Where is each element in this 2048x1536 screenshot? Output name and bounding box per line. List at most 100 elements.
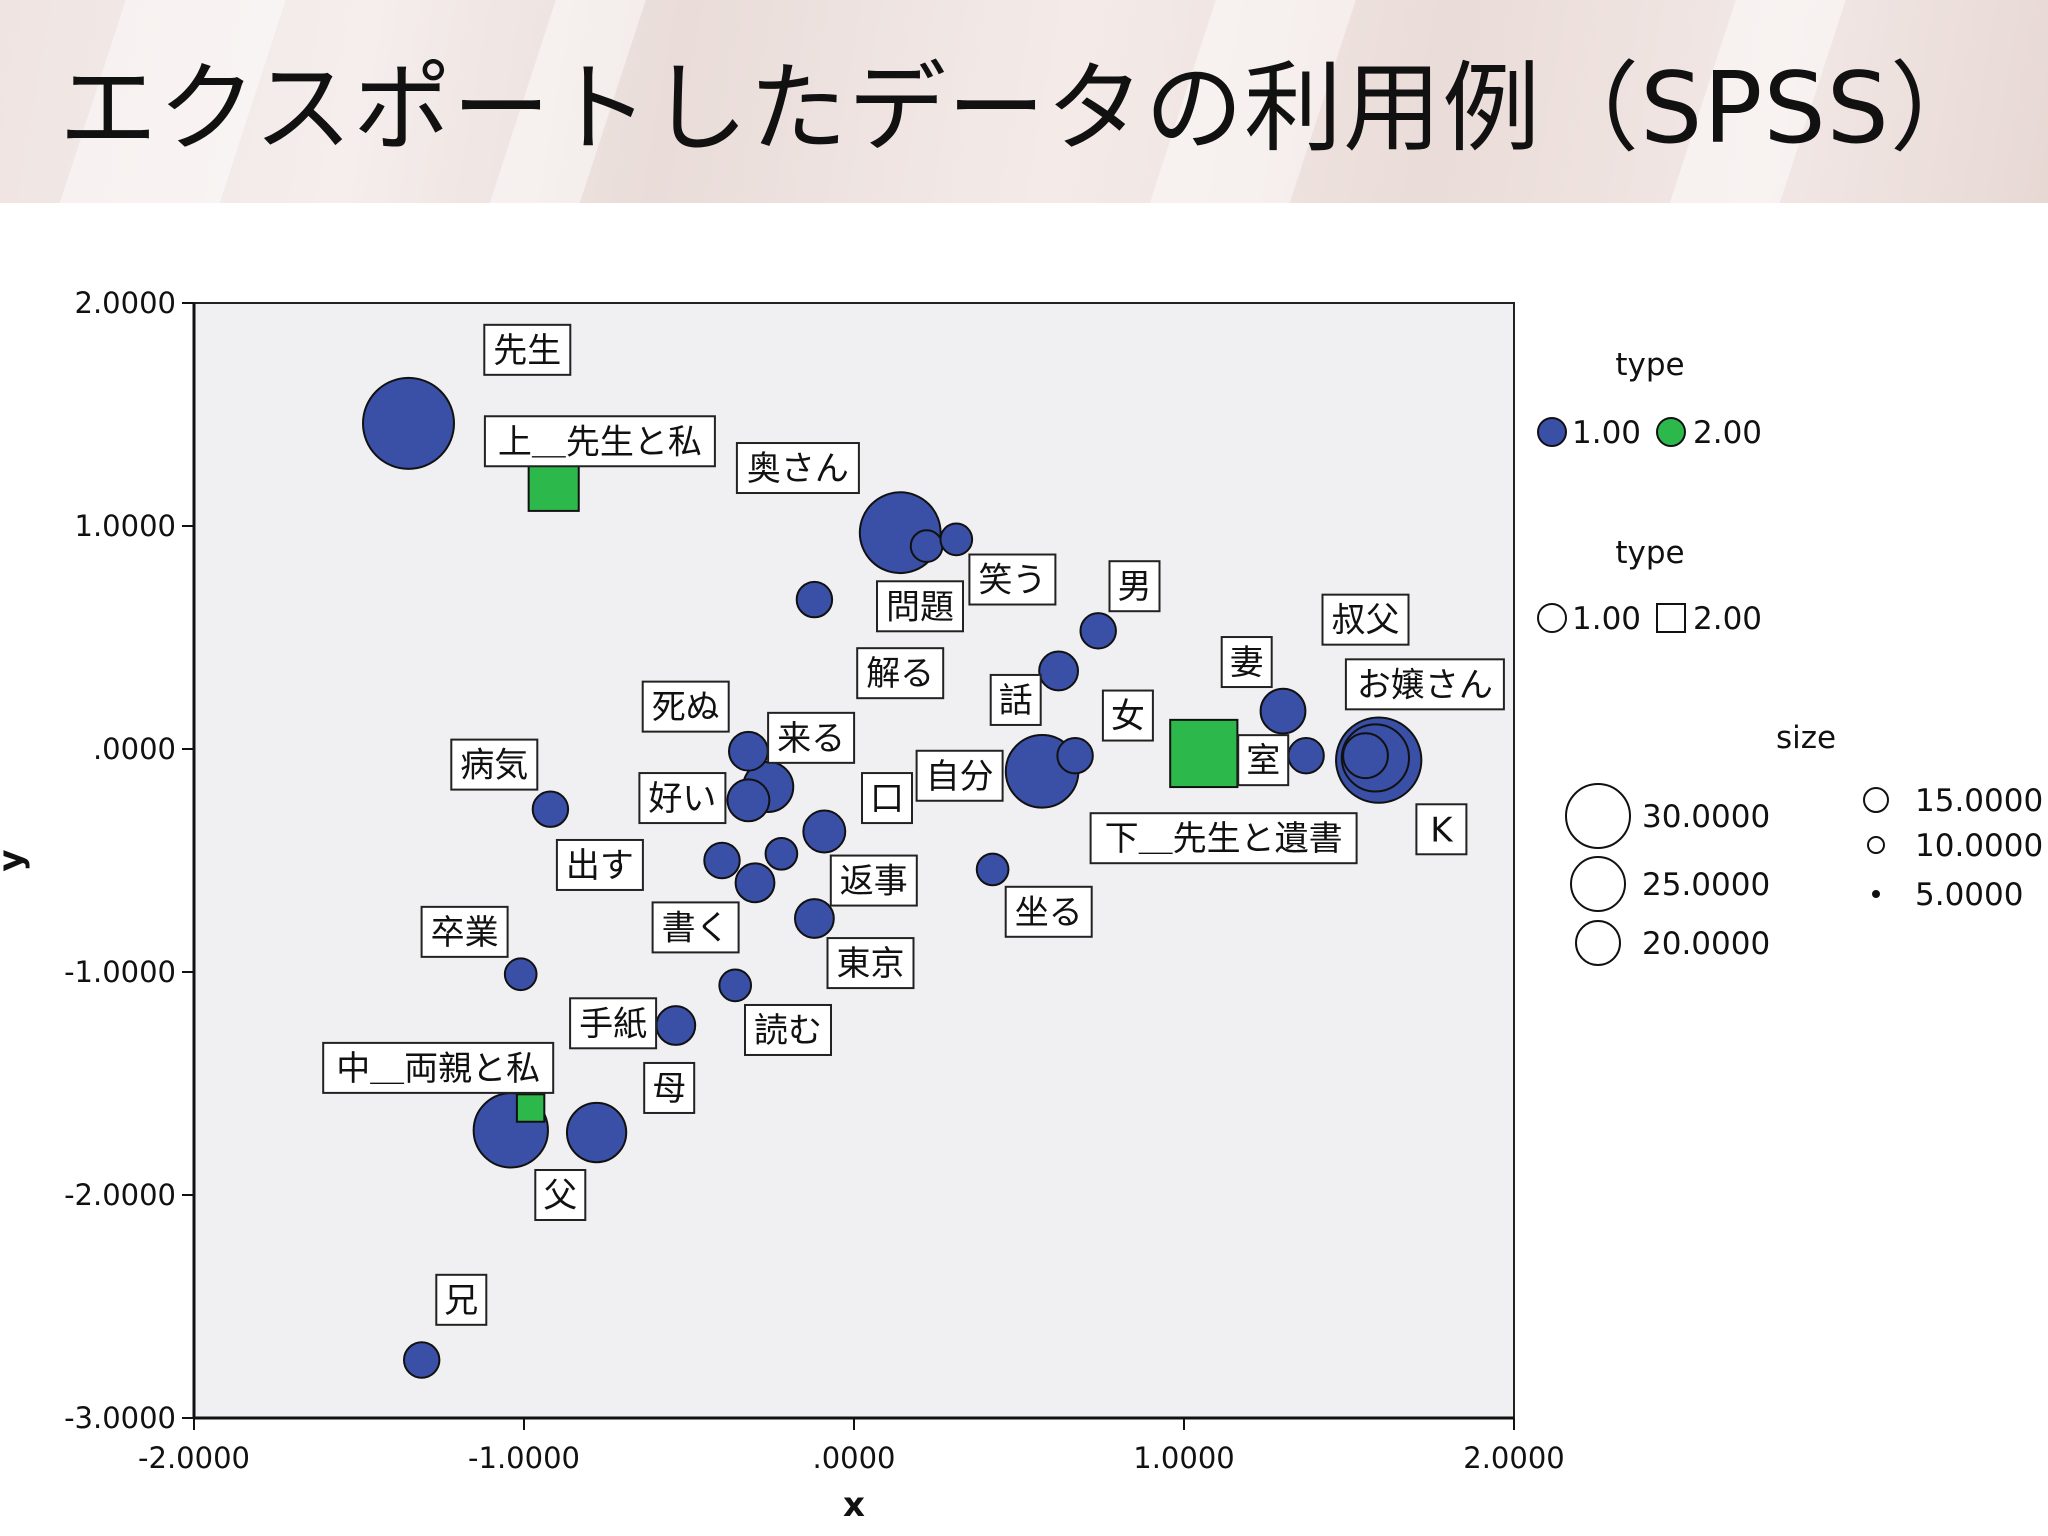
point-label-box: [1004, 885, 1093, 938]
point-label-box: [1101, 689, 1154, 742]
point-label-box: [651, 901, 740, 954]
legend-size-swatch: [1570, 856, 1626, 912]
legend-size-label: 30.0000: [1642, 799, 1770, 835]
point-label-box: [483, 415, 716, 468]
x-tick-label: .0000: [812, 1441, 895, 1475]
legend-size-swatch: [1575, 920, 1621, 966]
data-point-circle: [531, 790, 570, 828]
point-label: 死ぬ: [652, 688, 720, 728]
point-label: 話: [999, 681, 1033, 721]
x-tick-label: 1.0000: [1133, 1441, 1234, 1475]
point-label: 男: [1118, 567, 1152, 607]
point-label-box: [534, 1169, 587, 1221]
bubble-scatter-chart: -2.0000 -1.0000 .0000 1.0000 2.0000 2.0000 1.0…: [0, 286, 2043, 1525]
legend-fill-label: 2.00: [1693, 415, 1762, 451]
point-label: 解る: [866, 654, 934, 694]
point-label-box: [915, 749, 1004, 802]
axis-ticks: -2.0000 -1.0000 .0000 1.0000 2.0000 2.0000 1.0…: [64, 286, 1565, 1475]
data-point-circle: [975, 852, 1010, 887]
x-tick-label: 2.0000: [1463, 1441, 1564, 1475]
legend-size-swatch: [1863, 787, 1889, 813]
point-label-box: [1220, 636, 1273, 689]
data-point-circle: [794, 898, 835, 939]
legend-fill-swatch: [1656, 417, 1686, 447]
legend-title-size: size: [1776, 720, 1836, 756]
y-axis-label: y: [0, 849, 31, 871]
point-label: 上＿先生と私: [498, 422, 702, 462]
y-tick-label: 2.0000: [75, 286, 176, 320]
point-label: 手紙: [579, 1004, 647, 1044]
point-label: 女: [1111, 697, 1145, 737]
point-label: 来る: [777, 719, 845, 759]
point-label: 病気: [460, 746, 528, 786]
data-point-circle: [1079, 612, 1117, 650]
y-tick-label: 1.0000: [75, 509, 176, 543]
data-point-circle: [1259, 687, 1307, 735]
point-label-box: [744, 1003, 832, 1056]
point-label: 奥さん: [747, 449, 849, 489]
point-label-box: [735, 442, 860, 495]
point-label-box: [767, 711, 856, 764]
legend-fill-swatch: [1537, 417, 1567, 447]
legend-size-swatch: [1565, 783, 1631, 849]
x-tick-label: -2.0000: [138, 1441, 250, 1475]
point-label-box: [638, 772, 727, 825]
point-label-box: [1089, 812, 1358, 865]
y-tick-label: -1.0000: [64, 955, 176, 989]
point-label: 卒業: [431, 913, 499, 953]
data-point-circle: [655, 1005, 697, 1046]
point-label: 母: [652, 1069, 686, 1109]
point-label: 先生: [493, 331, 561, 371]
point-label-box: [555, 838, 644, 891]
point-label: 中＿両親と私: [336, 1049, 540, 1089]
point-label-box: [322, 1041, 555, 1094]
legend-size-swatch: [1867, 836, 1885, 854]
point-label: 兄: [444, 1281, 478, 1321]
point-label-box: [435, 1273, 488, 1326]
data-point-circle: [1287, 736, 1325, 775]
data-point-circle: [1342, 732, 1389, 780]
y-tick-label: -2.0000: [64, 1178, 176, 1212]
legend-fill-label: 1.00: [1572, 415, 1641, 451]
point-label-box: [826, 937, 915, 990]
slide-header: エクスポートしたデータの利用例（SPSS）: [0, 0, 2048, 203]
legend-shape-label: 2.00: [1693, 601, 1762, 637]
point-label-box: [829, 854, 918, 907]
legend-shape-swatch: [1656, 603, 1686, 633]
point-label-box: [1344, 658, 1505, 711]
point-label: 叔父: [1332, 601, 1400, 641]
point-label-box: [641, 680, 730, 733]
slide-title: エクスポートしたデータの利用例（SPSS）: [59, 52, 1989, 166]
data-point-square: [1169, 718, 1239, 789]
point-label-box: [856, 647, 945, 700]
point-label-box: [1108, 560, 1161, 613]
data-point-circle: [909, 529, 944, 563]
data-point-circle: [764, 836, 799, 871]
point-label-box: [643, 1061, 696, 1114]
y-tick-label: .0000: [93, 732, 176, 766]
data-point-circle: [1038, 650, 1079, 692]
point-label: 笑う: [978, 561, 1046, 601]
point-label-box: [483, 323, 572, 376]
point-label-box: [1321, 593, 1410, 646]
point-label: 妻: [1230, 643, 1264, 683]
data-point-square: [515, 1093, 546, 1123]
point-label-box: [569, 997, 658, 1050]
x-axis-label: x: [843, 1485, 865, 1525]
point-label: 下＿先生と遺書: [1105, 819, 1343, 859]
point-label: 問題: [886, 587, 954, 627]
data-point-circle: [734, 862, 776, 904]
data-point-circle: [362, 376, 455, 470]
point-label-box: [1415, 803, 1468, 856]
point-label-box: [876, 580, 964, 633]
data-point-circle: [1056, 736, 1094, 775]
data-point-circle: [726, 778, 771, 823]
legend-size-label: 20.0000: [1642, 926, 1770, 962]
point-label: 坐る: [1015, 893, 1083, 933]
point-label: 好い: [648, 779, 716, 819]
data-point-circle: [503, 957, 538, 992]
data-point-circle: [728, 730, 769, 772]
data-point-circle: [718, 968, 753, 1003]
